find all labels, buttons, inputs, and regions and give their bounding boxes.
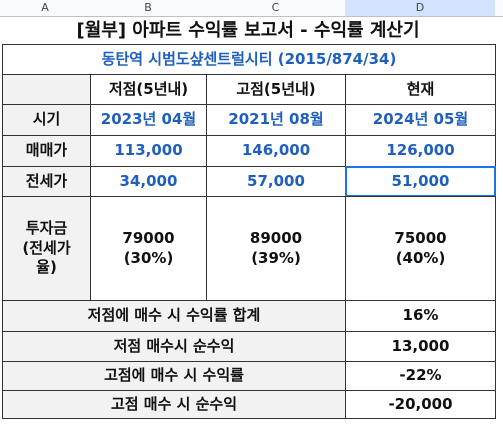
value-cell[interactable]: 89000 (39%) [206, 196, 346, 301]
row-label[interactable]: 투자금 (전세가 율) [2, 196, 91, 301]
summary-label[interactable]: 고점 매수 시 순수익 [2, 390, 346, 419]
sheet-title[interactable]: [월부] 아파트 수익률 보고서 - 수익률 계산기 [76, 20, 420, 42]
value-cell[interactable]: 75000 (40%) [345, 196, 496, 301]
corner-cell[interactable] [2, 74, 91, 105]
value-cell[interactable]: 2024년 05월 [345, 104, 496, 136]
value-cell[interactable]: 146,000 [206, 135, 346, 167]
column-title[interactable]: 고점(5년내) [206, 74, 346, 105]
value-cell[interactable]: 34,000 [90, 166, 207, 197]
summary-value[interactable]: 16% [345, 300, 496, 332]
row-label[interactable]: 시기 [2, 104, 91, 136]
row-label[interactable]: 전세가 [2, 166, 91, 197]
column-title[interactable]: 현재 [345, 74, 496, 105]
column-header[interactable]: A [0, 0, 91, 17]
value-cell[interactable]: 126,000 [345, 135, 496, 167]
column-header[interactable]: B [90, 0, 207, 17]
summary-value[interactable]: 13,000 [345, 331, 496, 362]
summary-label[interactable]: 저점에 매수 시 수익률 합계 [2, 300, 346, 332]
summary-value[interactable]: -20,000 [345, 390, 496, 419]
summary-label[interactable]: 고점에 매수 시 수익률 [2, 361, 346, 391]
column-header[interactable]: C [206, 0, 346, 17]
column-header[interactable] [495, 0, 503, 17]
row-label[interactable]: 매매가 [2, 135, 91, 167]
column-title[interactable]: 저점(5년내) [90, 74, 207, 105]
sheet-subtitle[interactable]: 동탄역 시범도샾센트럴시티 (2015/874/34) [2, 44, 496, 75]
summary-value[interactable]: -22% [345, 361, 496, 391]
value-cell[interactable]: 2021년 08월 [206, 104, 346, 136]
column-header[interactable]: D [345, 0, 496, 17]
value-cell[interactable]: 2023년 04월 [90, 104, 207, 136]
value-cell[interactable]: 113,000 [90, 135, 207, 167]
value-cell[interactable]: 79000 (30%) [90, 196, 207, 301]
summary-label[interactable]: 저점 매수시 순수익 [2, 331, 346, 362]
value-cell[interactable]: 51,000 [345, 166, 496, 197]
value-cell[interactable]: 57,000 [206, 166, 346, 197]
